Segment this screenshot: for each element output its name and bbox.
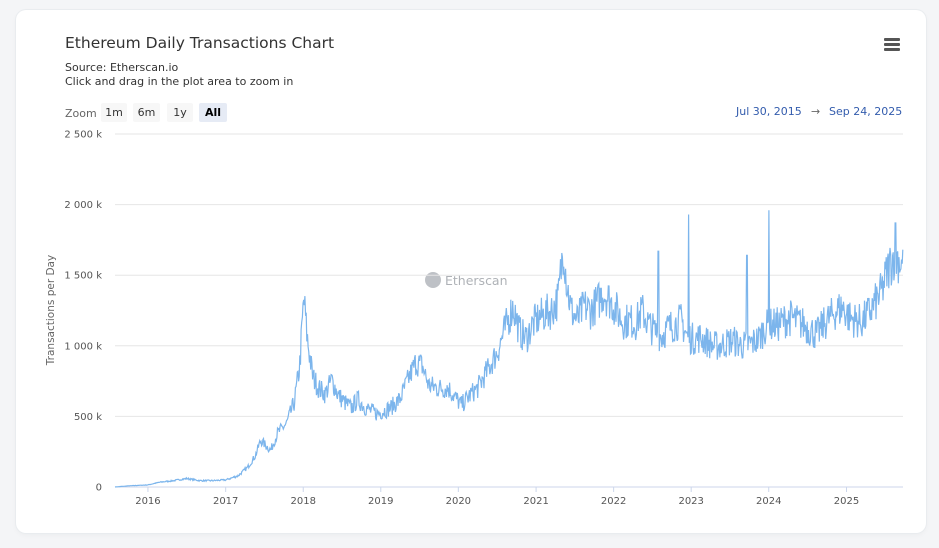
chart-card [16,10,926,533]
watermark-text: Etherscan [445,272,508,288]
etherscan-logo-icon [425,272,441,288]
y-axis-ticks: 0 500 k 1 000 k 1 500 k 2 000 k 2 500 k [64,130,102,494]
hamburger-menu-icon[interactable] [884,38,901,52]
x-tick-label: 2018 [291,496,316,507]
zoom-all-button[interactable]: All [199,103,227,122]
chart-zoom-hint: Click and drag in the plot area to zoom … [65,75,294,88]
range-from-input[interactable]: Jul 30, 2015 [736,105,802,118]
etherscan-watermark: Etherscan [425,272,508,288]
chart-source: Source: Etherscan.io [65,61,179,74]
series-line-daily-transactions [114,210,904,488]
x-tick-label: 2017 [213,496,238,507]
zoom-1y-button[interactable]: 1y [167,103,193,122]
x-tick-label: 2024 [756,496,781,507]
range-to-input[interactable]: Sep 24, 2025 [829,105,903,118]
x-tick-label: 2021 [523,496,548,507]
zoom-6m-button[interactable]: 6m [133,103,160,122]
y-tick-label: 1 000 k [64,341,102,352]
x-tick-label: 2016 [135,496,160,507]
y-tick-label: 2 500 k [64,130,102,141]
x-tick-label: 2025 [834,496,859,507]
y-tick-label: 2 000 k [64,200,102,211]
grid-lines [115,133,903,488]
y-tick-label: 500 k [74,412,102,423]
zoom-label: Zoom [65,107,97,120]
y-axis-label: Transactions per Day [45,255,57,366]
x-tick-label: 2022 [601,496,626,507]
y-tick-label: 1 500 k [64,271,102,282]
x-axis-ticks: 2016 2017 2018 2019 2020 2021 2022 2023 2024 2025 [135,487,859,507]
range-arrow: → [811,105,821,118]
x-tick-label: 2020 [446,496,471,507]
zoom-1m-button[interactable]: 1m [101,103,127,122]
x-tick-label: 2019 [368,496,393,507]
y-tick-label: 0 [96,483,102,494]
chart-title: Ethereum Daily Transactions Chart [65,34,335,52]
x-tick-label: 2023 [678,496,703,507]
